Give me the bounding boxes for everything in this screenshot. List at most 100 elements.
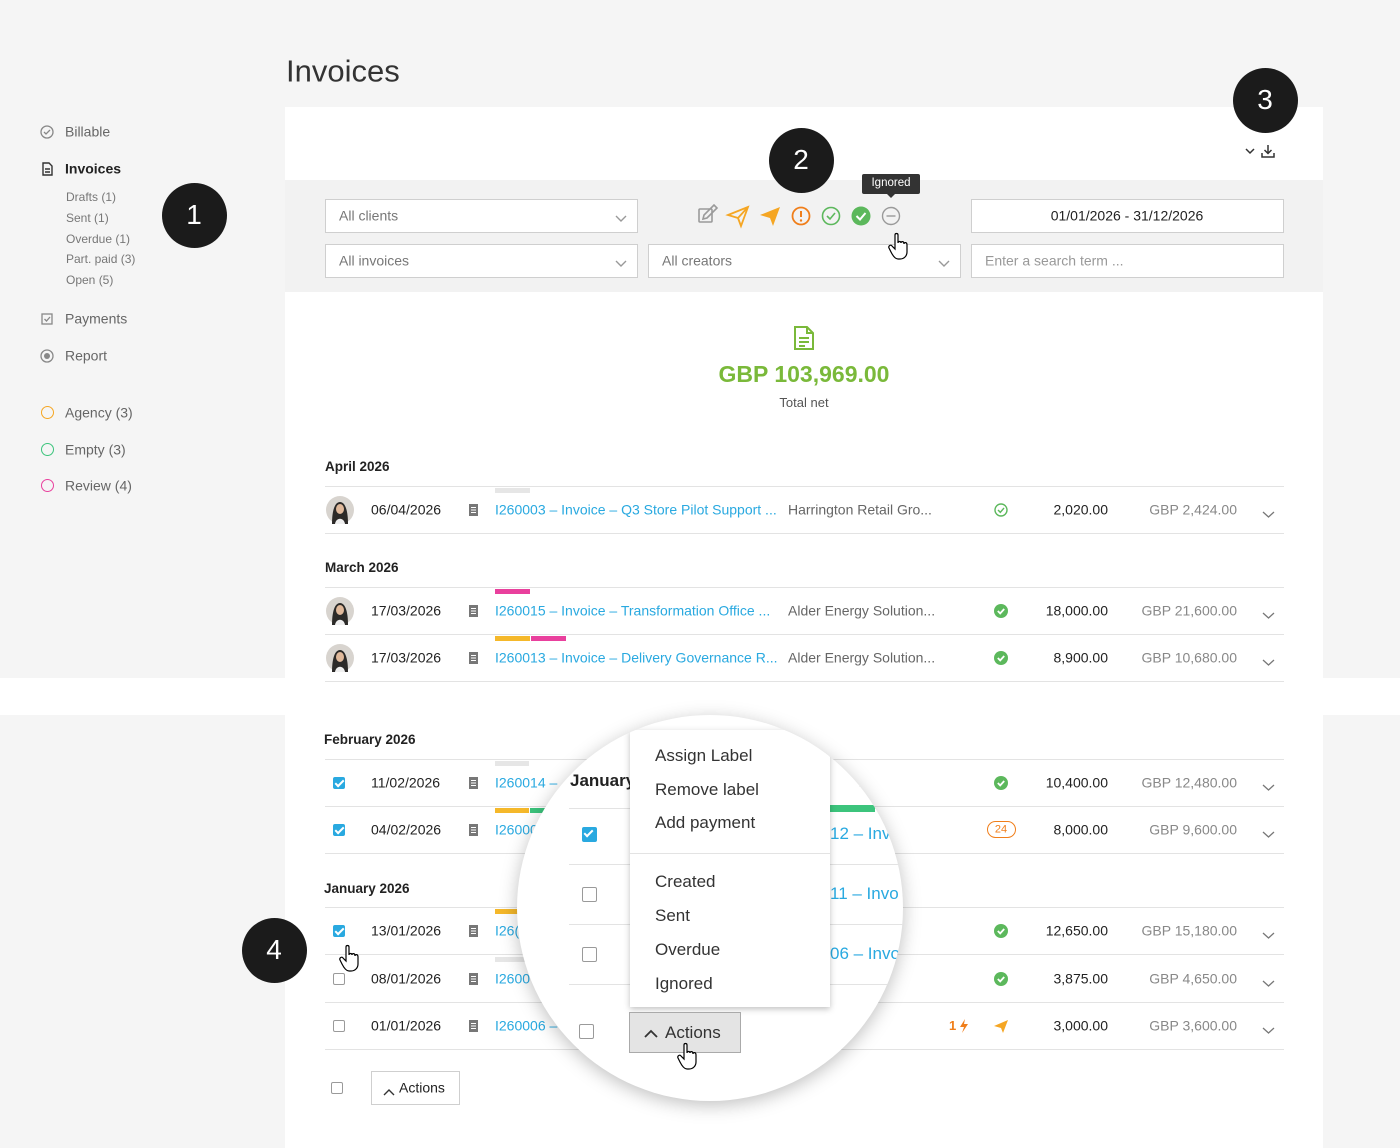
invoice-link[interactable]: I260015 – Invoice – Transformation Offic…	[495, 602, 771, 619]
nav-subitem[interactable]: Drafts (1)	[66, 189, 117, 204]
callout	[162, 183, 227, 248]
zoom-invoice[interactable]: 12 – Inv	[830, 823, 891, 843]
reminder-count: 1	[949, 1018, 957, 1034]
label-item[interactable]: Empty (3)	[65, 441, 126, 458]
nav-icon	[40, 162, 54, 176]
status-icon	[993, 775, 1009, 791]
date-range: 01/01/2026 - 31/12/2026	[1050, 207, 1204, 224]
net-amount: 10,400.00	[1045, 774, 1108, 791]
invoice-link[interactable]: I26000	[495, 821, 538, 838]
invoice-link[interactable]: I260014 –	[495, 774, 558, 791]
row-checkbox[interactable]	[333, 1020, 345, 1032]
client-select[interactable]	[325, 199, 638, 233]
label-item[interactable]: Review (4)	[65, 477, 132, 494]
menu-item[interactable]: Remove label	[655, 779, 759, 799]
row-expand[interactable]	[1262, 826, 1275, 838]
menu-item[interactable]: Created	[655, 871, 716, 891]
row-checkbox[interactable]	[333, 777, 345, 789]
row-expand[interactable]	[1262, 1022, 1275, 1034]
zoom-label-bar	[830, 805, 875, 812]
nav-subitem[interactable]: Overdue (1)	[66, 231, 131, 246]
menu-item[interactable]: Add payment	[655, 812, 756, 832]
tooltip-arrow	[886, 193, 896, 203]
row-checkbox[interactable]	[333, 973, 345, 985]
zoom-checkbox[interactable]	[582, 887, 597, 902]
menu-item[interactable]: Ignored	[655, 973, 713, 993]
filter-created[interactable]	[698, 203, 719, 223]
nav-subitem[interactable]: Open (5)	[66, 272, 114, 287]
nav-subitem[interactable]: Sent (1)	[66, 210, 109, 225]
filter-overdue[interactable]	[791, 206, 811, 226]
nav-subitem[interactable]: Part. paid (3)	[66, 252, 136, 267]
net-amount: 8,000.00	[1053, 821, 1109, 838]
filter-ignored[interactable]	[881, 206, 901, 226]
date-input[interactable]	[971, 199, 1284, 233]
doc-icon-glyph	[469, 605, 478, 617]
export-button[interactable]	[1243, 143, 1277, 159]
doc-icon-glyph	[469, 1020, 478, 1032]
row-checkbox[interactable]	[333, 824, 345, 836]
nav-item[interactable]: Report	[65, 347, 108, 364]
row-expand[interactable]	[1262, 607, 1275, 619]
creator-select[interactable]	[648, 244, 961, 278]
invoice-link[interactable]: I260013 – Invoice – Delivery Governance …	[495, 649, 778, 666]
nav-item[interactable]: Invoices	[65, 160, 122, 177]
filter-paid[interactable]	[851, 206, 871, 226]
gross-amount: GBP 21,600.00	[1141, 602, 1237, 619]
filter-paid-outline[interactable]	[821, 206, 841, 226]
invoice-select[interactable]	[325, 244, 638, 278]
nav-icon	[40, 349, 54, 363]
zoom-checkbox[interactable]	[582, 827, 597, 842]
row-expand[interactable]	[1262, 927, 1275, 939]
filter-sent-filled[interactable]	[760, 207, 780, 226]
invoice-date: 17/03/2026	[371, 649, 442, 666]
row-divider	[325, 587, 1284, 588]
doc-icon	[468, 972, 479, 986]
avatar	[326, 644, 354, 672]
row-checkbox[interactable]	[333, 925, 345, 937]
menu-item[interactable]: Sent	[655, 905, 690, 925]
row-expand[interactable]	[1262, 779, 1275, 791]
search-input[interactable]	[971, 244, 1284, 278]
row-divider	[325, 486, 1284, 487]
select-all[interactable]	[331, 1082, 343, 1094]
row-expand[interactable]	[1262, 654, 1275, 666]
invoice-link[interactable]: I2600	[495, 970, 531, 987]
invoice-link[interactable]: I260006 –	[495, 1017, 558, 1034]
row-expand-glyph	[1262, 932, 1275, 939]
callout-number: 4	[266, 934, 282, 966]
status-icon-glyph	[994, 604, 1008, 618]
net-amount: 2,020.00	[1053, 501, 1109, 518]
nav-item[interactable]: Billable	[65, 123, 111, 140]
gross-amount: GBP 2,424.00	[1149, 501, 1237, 518]
zoom-invoice[interactable]: 06 – Invo	[830, 943, 900, 963]
label-bar	[495, 909, 529, 914]
status-icon	[993, 971, 1009, 987]
zoom-invoice[interactable]: 11 – Invo	[830, 883, 899, 903]
nav-icon-glyph	[40, 349, 54, 363]
zoom-select-all[interactable]	[579, 1024, 594, 1039]
status-icon	[993, 603, 1009, 619]
dropdown-caret	[614, 256, 628, 267]
dropdown-caret	[614, 211, 628, 222]
actions-button[interactable]	[371, 1071, 460, 1105]
invoice-link[interactable]: I260003 – Invoice – Q3 Store Pilot Suppo…	[495, 501, 777, 518]
zoom-checkbox[interactable]	[582, 947, 597, 962]
label-item[interactable]: Agency (3)	[65, 404, 133, 421]
row-expand-glyph	[1262, 659, 1275, 666]
invoice-link[interactable]: I26(	[495, 922, 520, 939]
callout-number: 1	[186, 199, 202, 231]
menu-item[interactable]: Assign Label	[655, 745, 753, 765]
dropdown-caret-glyph	[615, 260, 627, 267]
invoice-date: 13/01/2026	[371, 922, 442, 939]
row-expand[interactable]	[1262, 506, 1275, 518]
label-bar	[495, 808, 529, 813]
menu-item[interactable]: Overdue	[655, 939, 721, 959]
status-icon-glyph	[994, 776, 1008, 790]
filter-sent[interactable]	[725, 205, 750, 229]
nav-item[interactable]: Payments	[65, 310, 128, 327]
row-expand[interactable]	[1262, 975, 1275, 987]
row-expand-glyph	[1262, 612, 1275, 619]
gross-amount: GBP 4,650.00	[1149, 970, 1237, 987]
label-bar	[495, 488, 530, 493]
